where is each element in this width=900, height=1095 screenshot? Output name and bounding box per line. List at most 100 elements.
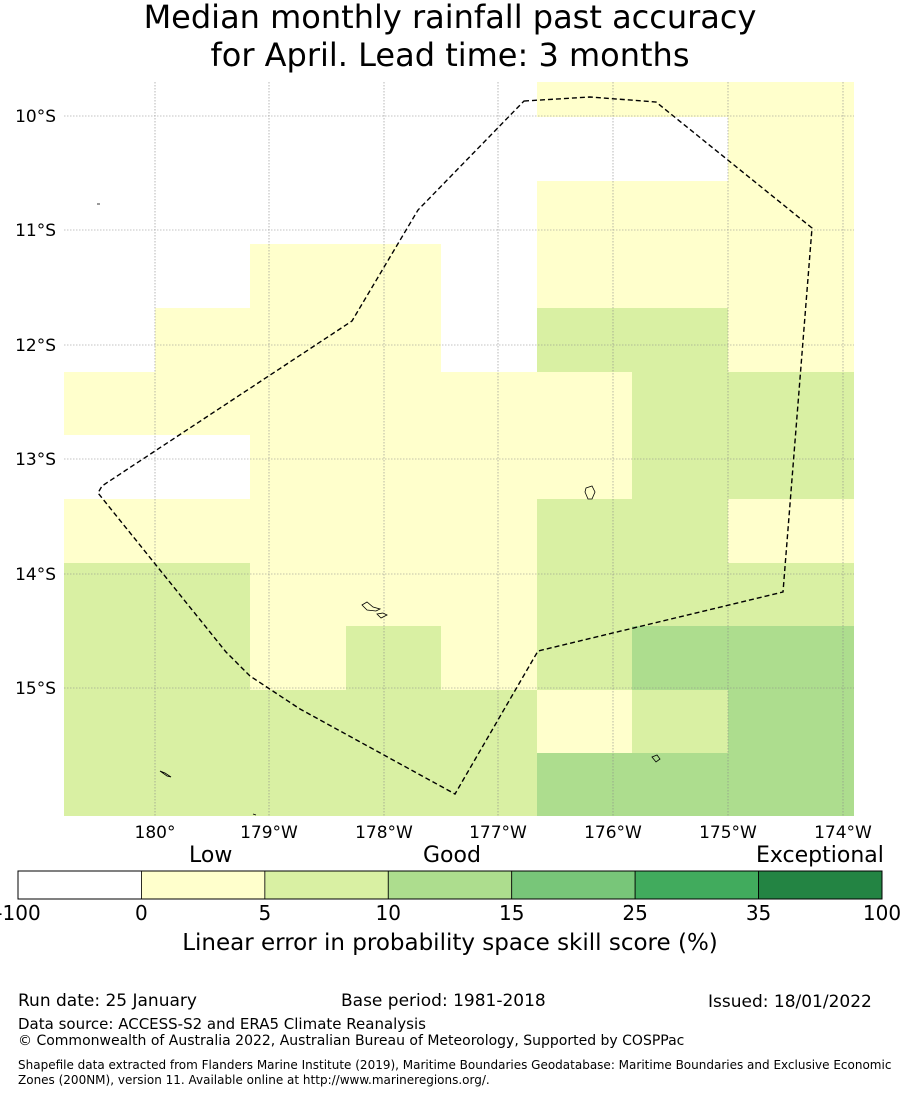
latitude-label: 12°S [15,336,56,356]
grid-cell [346,181,441,244]
colorbar-tick-label: 0 [135,901,148,925]
grid-cell [632,82,728,117]
map-title-line-1: Median monthly rainfall past accuracy [143,0,757,36]
grid-cell [155,563,250,626]
longitude-label: 178°W [355,823,413,843]
colorbar-title: Linear error in probability space skill … [182,930,718,956]
grid-cell [155,181,250,244]
grid-cell [64,435,155,499]
graticule [64,82,854,816]
grid-cell [632,181,728,244]
category-label-low: Low [189,843,233,868]
grid-cell [346,244,441,308]
colorbar-tick-label: 35 [745,901,772,925]
grid-cell [250,753,346,816]
grid-cell [441,563,537,626]
grid-cell [632,690,728,753]
grid-cell [250,181,346,244]
eez-boundary [97,96,813,795]
map-title-line-2: for April. Lead time: 3 months [210,36,690,74]
grid-cell [441,499,537,563]
grid-cell [64,563,155,626]
grid-cell [250,690,346,753]
grid-cell [537,435,632,499]
category-label-good: Good [423,843,481,868]
grid-cell [632,499,728,563]
grid-cell [346,626,441,690]
grid-cell [632,435,728,499]
island-shape [361,601,382,612]
grid-cell [537,181,632,244]
colorbar-tick-label: 100 [862,901,900,925]
grid-cell [155,626,250,690]
grid-cell [250,372,346,435]
grid-cell [250,435,346,499]
longitude-labels: 180° 179°W 178°W 177°W 176°W 175°W 174°W [135,823,873,843]
grid-cell [441,372,537,435]
grid-cell [632,117,728,181]
grid-cell [155,372,250,435]
grid-cell [441,244,537,308]
longitude-label: 174°W [814,823,872,843]
grid-cell [64,753,155,816]
grid-cell [250,308,346,372]
base-period: Base period: 1981-2018 [341,991,546,1011]
latitude-label: 15°S [15,679,56,699]
grid-cell [346,117,441,181]
category-label-exceptional: Exceptional [756,843,884,868]
colorbar-tick-label: -100 [0,901,41,925]
grid-cell [632,563,728,626]
shapefile-credit: Shapefile data extracted from Flanders M… [18,1058,892,1087]
island-shape [252,813,257,816]
latitude-label: 13°S [15,450,56,470]
grid-cell [64,690,155,753]
grid-cell [250,626,346,690]
grid-cell [537,244,632,308]
grid-cell [441,181,537,244]
grid-cell [441,690,537,753]
grid-cell [346,308,441,372]
grid-cell [155,117,250,181]
colorbar-tick-label: 5 [258,901,272,925]
colorbar-bin [17,870,142,900]
grid-cell [728,372,854,435]
colorbar-bin [387,870,513,900]
longitude-label: 177°W [469,823,527,843]
grid-cell [441,626,537,690]
grid-cell [64,244,155,308]
grid-cell [632,753,728,816]
grid-cell [155,753,250,816]
longitude-label: 176°W [584,823,642,843]
grid-cell [250,244,346,308]
grid-cell [346,372,441,435]
grid-cell [632,244,728,308]
colorbar-bin [264,870,389,900]
grid-cell [155,308,250,372]
grid-cell [537,753,632,816]
island-shape [651,754,661,763]
colorbar-bin [634,870,759,900]
grid-cell [64,117,155,181]
colorbar [17,870,883,900]
latitude-label: 11°S [15,221,56,241]
grid-cell [537,372,632,435]
grid-cell [728,626,854,690]
grid-cell [537,308,632,372]
grid-cell [728,563,854,626]
longitude-label: 180° [135,823,176,843]
grid-cell [64,499,155,563]
grid-cell [155,499,250,563]
grid-cell [155,244,250,308]
colorbar-tick-label: 10 [375,901,401,925]
latitude-label: 14°S [15,565,56,585]
grid-cell [632,372,728,435]
grid-cell [155,82,250,117]
island-shape [376,612,388,619]
grid-cell [64,626,155,690]
grid-cell [537,117,632,181]
grid-cell [728,181,854,244]
colorbar-bin [758,870,883,900]
grid-cell [346,690,441,753]
grid-cell [64,82,155,117]
